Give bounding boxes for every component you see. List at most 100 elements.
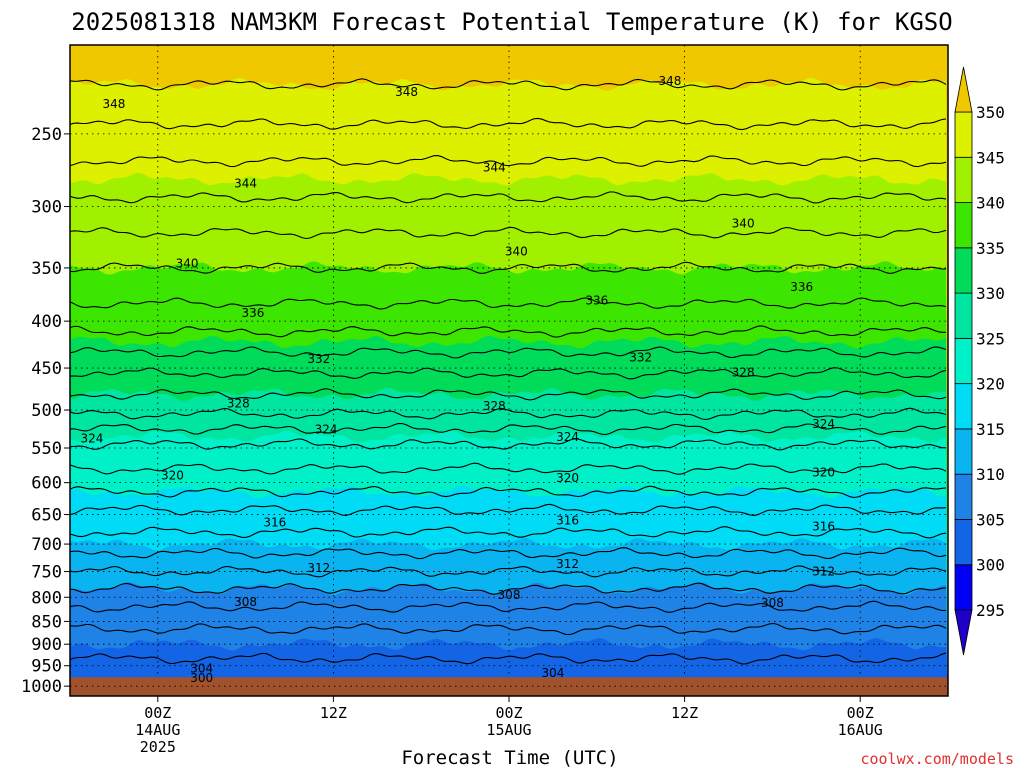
contour-326k bbox=[69, 422, 947, 436]
contour-338k bbox=[69, 297, 947, 310]
contour-304k bbox=[69, 652, 947, 665]
contour-322k bbox=[69, 462, 947, 475]
colorbar-seg-335 bbox=[954, 202, 973, 249]
y-tick-label-800: 800 bbox=[31, 588, 62, 608]
colorbar-extend-top bbox=[954, 66, 973, 113]
contour-label-308: 308 bbox=[234, 595, 257, 609]
colorbar-seg-315 bbox=[954, 383, 973, 430]
contour-label-340: 340 bbox=[732, 216, 755, 230]
contour-348k bbox=[69, 117, 947, 131]
contour-320k bbox=[69, 485, 947, 499]
contour-label-304: 304 bbox=[541, 666, 564, 680]
contour-label-304: 304 bbox=[190, 662, 213, 676]
y-tick-label-400: 400 bbox=[31, 312, 62, 332]
contour-332k bbox=[69, 367, 947, 380]
contour-label-312: 312 bbox=[556, 557, 579, 571]
chart-title: 2025081318 NAM3KM Forecast Potential Tem… bbox=[71, 8, 952, 36]
contour-label-320: 320 bbox=[556, 471, 579, 485]
contour-label-336: 336 bbox=[790, 280, 813, 294]
colorbar-label-300: 300 bbox=[976, 556, 1005, 575]
contour-label-312: 312 bbox=[307, 561, 330, 575]
x-axis-label: Forecast Time (UTC) bbox=[401, 747, 618, 768]
y-tick-label-500: 500 bbox=[31, 401, 62, 421]
colorbar-seg-300 bbox=[954, 519, 973, 566]
contour-label-308: 308 bbox=[761, 596, 784, 610]
x-tick-label-6-1: 14AUG bbox=[135, 721, 180, 739]
colorbar-seg-345 bbox=[954, 111, 973, 158]
contour-label-316: 316 bbox=[263, 515, 286, 529]
colorbar-seg-330 bbox=[954, 247, 973, 294]
contour-label-332: 332 bbox=[629, 350, 652, 364]
contour-label-300: 300 bbox=[190, 671, 213, 685]
colorbar: 295 300 305 310 315 320 325 330 335 340 345 350 bbox=[954, 66, 1005, 656]
y-tick-label-450: 450 bbox=[31, 359, 62, 379]
y-axis-ticks: 250 300 350 400 450 500 550 600 650 700 750 800 850 9… bbox=[21, 125, 70, 697]
contour-labels: 348 348 348 344 344 340 340 340 336 336 336 332 332 3… bbox=[80, 74, 835, 685]
contour-318k bbox=[69, 503, 947, 516]
contour-label-340: 340 bbox=[505, 245, 528, 259]
contour-344k bbox=[69, 191, 947, 204]
x-tick-label-30-0: 00Z bbox=[495, 704, 522, 722]
colorbar-seg-305 bbox=[954, 473, 973, 520]
color-fill-bands bbox=[70, 45, 948, 697]
x-tick-label-18-0: 12Z bbox=[320, 704, 347, 722]
y-tick-label-900: 900 bbox=[31, 635, 62, 655]
ground-fill bbox=[70, 677, 948, 696]
ground-mask bbox=[70, 677, 948, 696]
x-tick-label-54-0: 00Z bbox=[847, 704, 874, 722]
contour-label-336: 336 bbox=[241, 306, 264, 320]
contour-label-340: 340 bbox=[176, 256, 199, 270]
y-tick-label-1000: 1000 bbox=[21, 677, 62, 697]
contour-324k bbox=[69, 438, 947, 451]
y-tick-label-850: 850 bbox=[31, 612, 62, 632]
dotted-gridlines bbox=[70, 45, 948, 687]
y-tick-label-700: 700 bbox=[31, 535, 62, 555]
contour-label-324: 324 bbox=[812, 417, 835, 431]
contour-314k bbox=[69, 547, 947, 560]
colorbar-label-350: 350 bbox=[976, 103, 1005, 122]
contour-label-324: 324 bbox=[80, 431, 103, 445]
colorbar-label-330: 330 bbox=[976, 284, 1005, 303]
contour-label-308: 308 bbox=[498, 588, 521, 602]
contour-label-312: 312 bbox=[812, 565, 835, 579]
contour-label-328: 328 bbox=[227, 397, 250, 411]
colorbar-label-295: 295 bbox=[976, 601, 1005, 620]
colorbar-label-345: 345 bbox=[976, 148, 1005, 167]
contour-label-324: 324 bbox=[315, 422, 338, 436]
x-tick-label-6-2: 2025 bbox=[140, 738, 176, 756]
contour-308k bbox=[69, 600, 946, 613]
contour-label-316: 316 bbox=[812, 520, 835, 534]
colorbar-seg-320 bbox=[954, 337, 973, 385]
contour-label-316: 316 bbox=[556, 514, 579, 528]
y-tick-label-950: 950 bbox=[31, 657, 62, 677]
colorbar-label-315: 315 bbox=[976, 420, 1005, 439]
contour-lines bbox=[69, 78, 947, 665]
contour-350k bbox=[69, 78, 947, 91]
contour-label-324: 324 bbox=[556, 430, 579, 444]
y-tick-label-550: 550 bbox=[31, 439, 62, 459]
contour-label-320: 320 bbox=[161, 468, 184, 482]
contour-340k bbox=[69, 261, 947, 274]
contour-label-348: 348 bbox=[659, 74, 682, 88]
credit-text: coolwx.com/models bbox=[860, 750, 1014, 768]
contour-310k bbox=[69, 582, 947, 595]
colorbar-extend-bottom bbox=[954, 609, 973, 656]
y-tick-label-250: 250 bbox=[31, 125, 62, 145]
contour-label-344: 344 bbox=[483, 160, 506, 174]
contour-label-332: 332 bbox=[307, 352, 330, 366]
colorbar-label-305: 305 bbox=[976, 510, 1005, 529]
contour-346k bbox=[69, 155, 947, 168]
colorbar-label-325: 325 bbox=[976, 329, 1005, 348]
y-tick-label-300: 300 bbox=[31, 198, 62, 218]
contour-label-328: 328 bbox=[483, 399, 506, 413]
colorbar-label-310: 310 bbox=[976, 465, 1005, 484]
contour-label-348: 348 bbox=[395, 85, 418, 99]
contour-330k bbox=[69, 388, 947, 401]
contour-306k bbox=[69, 622, 947, 636]
x-tick-label-6-0: 00Z bbox=[144, 704, 171, 722]
colorbar-seg-325 bbox=[954, 292, 973, 339]
contour-label-336: 336 bbox=[585, 294, 608, 308]
contour-334k bbox=[69, 346, 947, 359]
